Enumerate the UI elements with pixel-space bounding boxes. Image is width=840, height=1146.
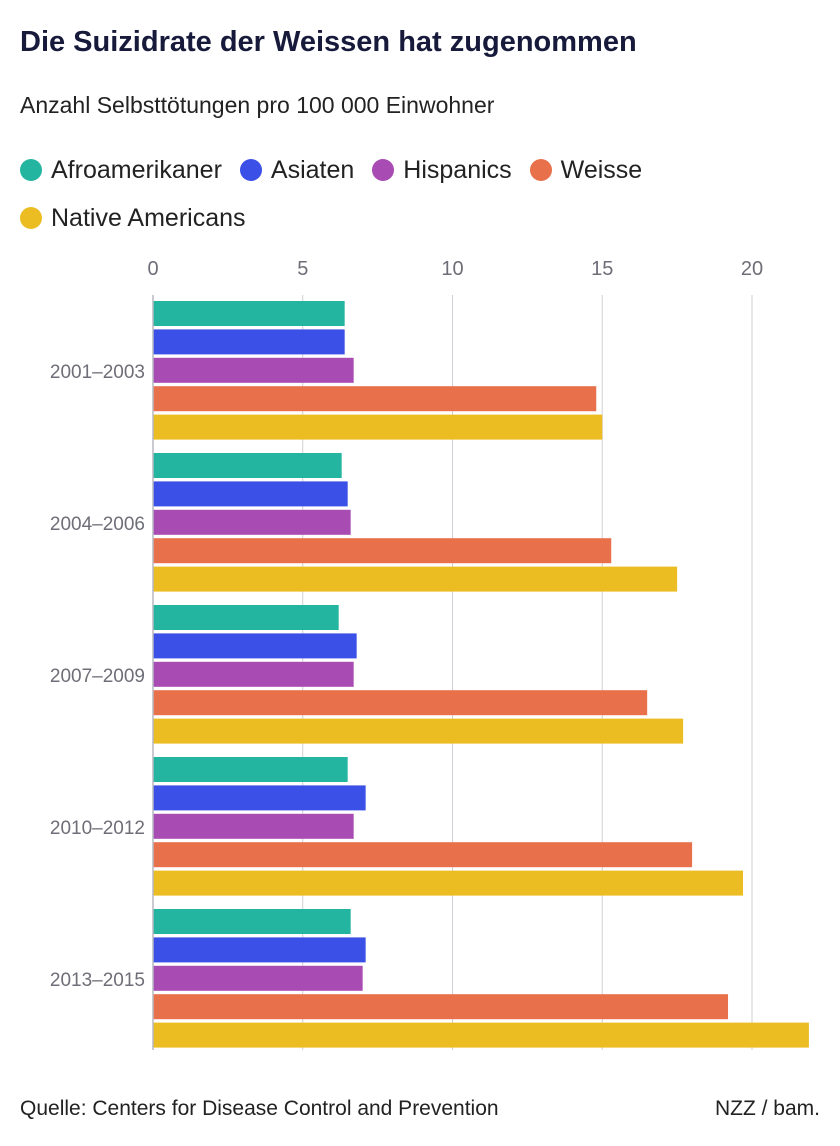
bar-chart: 0 5 10 15 20 2001–2003 2004–2006 2007–2009 2010–… bbox=[50, 258, 809, 1050]
bar-2-3 bbox=[153, 813, 354, 839]
bar-0-2 bbox=[153, 605, 339, 630]
chart-title: Die Suizidrate der Weissen hat zugenomme… bbox=[20, 26, 637, 58]
legend-swatch-1 bbox=[239, 159, 262, 181]
legend-item-0: Afroamerikaner bbox=[20, 154, 222, 186]
legend-label-3: Weisse bbox=[560, 155, 643, 184]
legend-label-1: Asiaten bbox=[270, 155, 355, 184]
bar-3-3 bbox=[153, 842, 693, 868]
category-label-4: 2013–2015 bbox=[50, 970, 145, 991]
x-tick-label-5: 5 bbox=[297, 258, 308, 280]
chart-subtitle: Anzahl Selbsttötungen pro 100 000 Einwoh… bbox=[20, 92, 495, 118]
bar-4-4 bbox=[153, 1022, 809, 1048]
bar-4-1 bbox=[153, 566, 678, 592]
bar-0-0 bbox=[153, 301, 345, 326]
bar-2-2 bbox=[153, 661, 354, 687]
legend-item-4: Native Americans bbox=[20, 202, 246, 234]
legend-item-3: Weisse bbox=[529, 154, 643, 186]
bar-1-0 bbox=[153, 329, 345, 355]
bar-1-4 bbox=[153, 937, 366, 963]
x-tick-label-20: 20 bbox=[741, 258, 763, 280]
source-note: Quelle: Centers for Disease Control and … bbox=[20, 1097, 499, 1120]
bar-4-2 bbox=[153, 718, 684, 744]
legend-swatch-0 bbox=[20, 159, 42, 181]
bar-3-1 bbox=[153, 538, 612, 564]
legend-swatch-2 bbox=[372, 159, 395, 181]
bar-0-1 bbox=[153, 453, 342, 478]
bar-3-0 bbox=[153, 386, 597, 412]
bar-4-3 bbox=[153, 870, 744, 896]
legend-label-4: Native Americans bbox=[51, 203, 246, 232]
category-label-1: 2004–2006 bbox=[50, 514, 145, 535]
bar-2-0 bbox=[153, 357, 354, 383]
x-tick-label-0: 0 bbox=[147, 258, 158, 280]
bar-2-1 bbox=[153, 509, 351, 535]
legend-label-0: Afroamerikaner bbox=[51, 155, 222, 184]
bar-3-4 bbox=[153, 994, 729, 1020]
legend-swatch-3 bbox=[529, 159, 552, 181]
bar-1-2 bbox=[153, 633, 357, 659]
legend-item-2: Hispanics bbox=[372, 154, 512, 186]
bar-1-1 bbox=[153, 481, 348, 507]
category-label-2: 2007–2009 bbox=[50, 666, 145, 687]
legend-swatch-4 bbox=[20, 207, 42, 229]
x-tick-label-10: 10 bbox=[441, 258, 463, 280]
x-tick-label-15: 15 bbox=[591, 258, 613, 280]
bar-2-4 bbox=[153, 965, 363, 991]
bar-0-4 bbox=[153, 909, 351, 934]
credit-note: NZZ / bam. bbox=[714, 1097, 820, 1120]
bar-4-0 bbox=[153, 414, 603, 440]
bar-1-3 bbox=[153, 785, 366, 811]
category-label-0: 2001–2003 bbox=[50, 362, 145, 383]
bar-0-3 bbox=[153, 757, 348, 782]
legend-item-1: Asiaten bbox=[239, 154, 355, 186]
legend-label-2: Hispanics bbox=[403, 155, 512, 184]
bar-3-2 bbox=[153, 690, 648, 716]
category-label-3: 2010–2012 bbox=[50, 818, 145, 839]
legend: Afroamerikaner Asiaten Hispanics Weisse Nati… bbox=[20, 154, 820, 234]
